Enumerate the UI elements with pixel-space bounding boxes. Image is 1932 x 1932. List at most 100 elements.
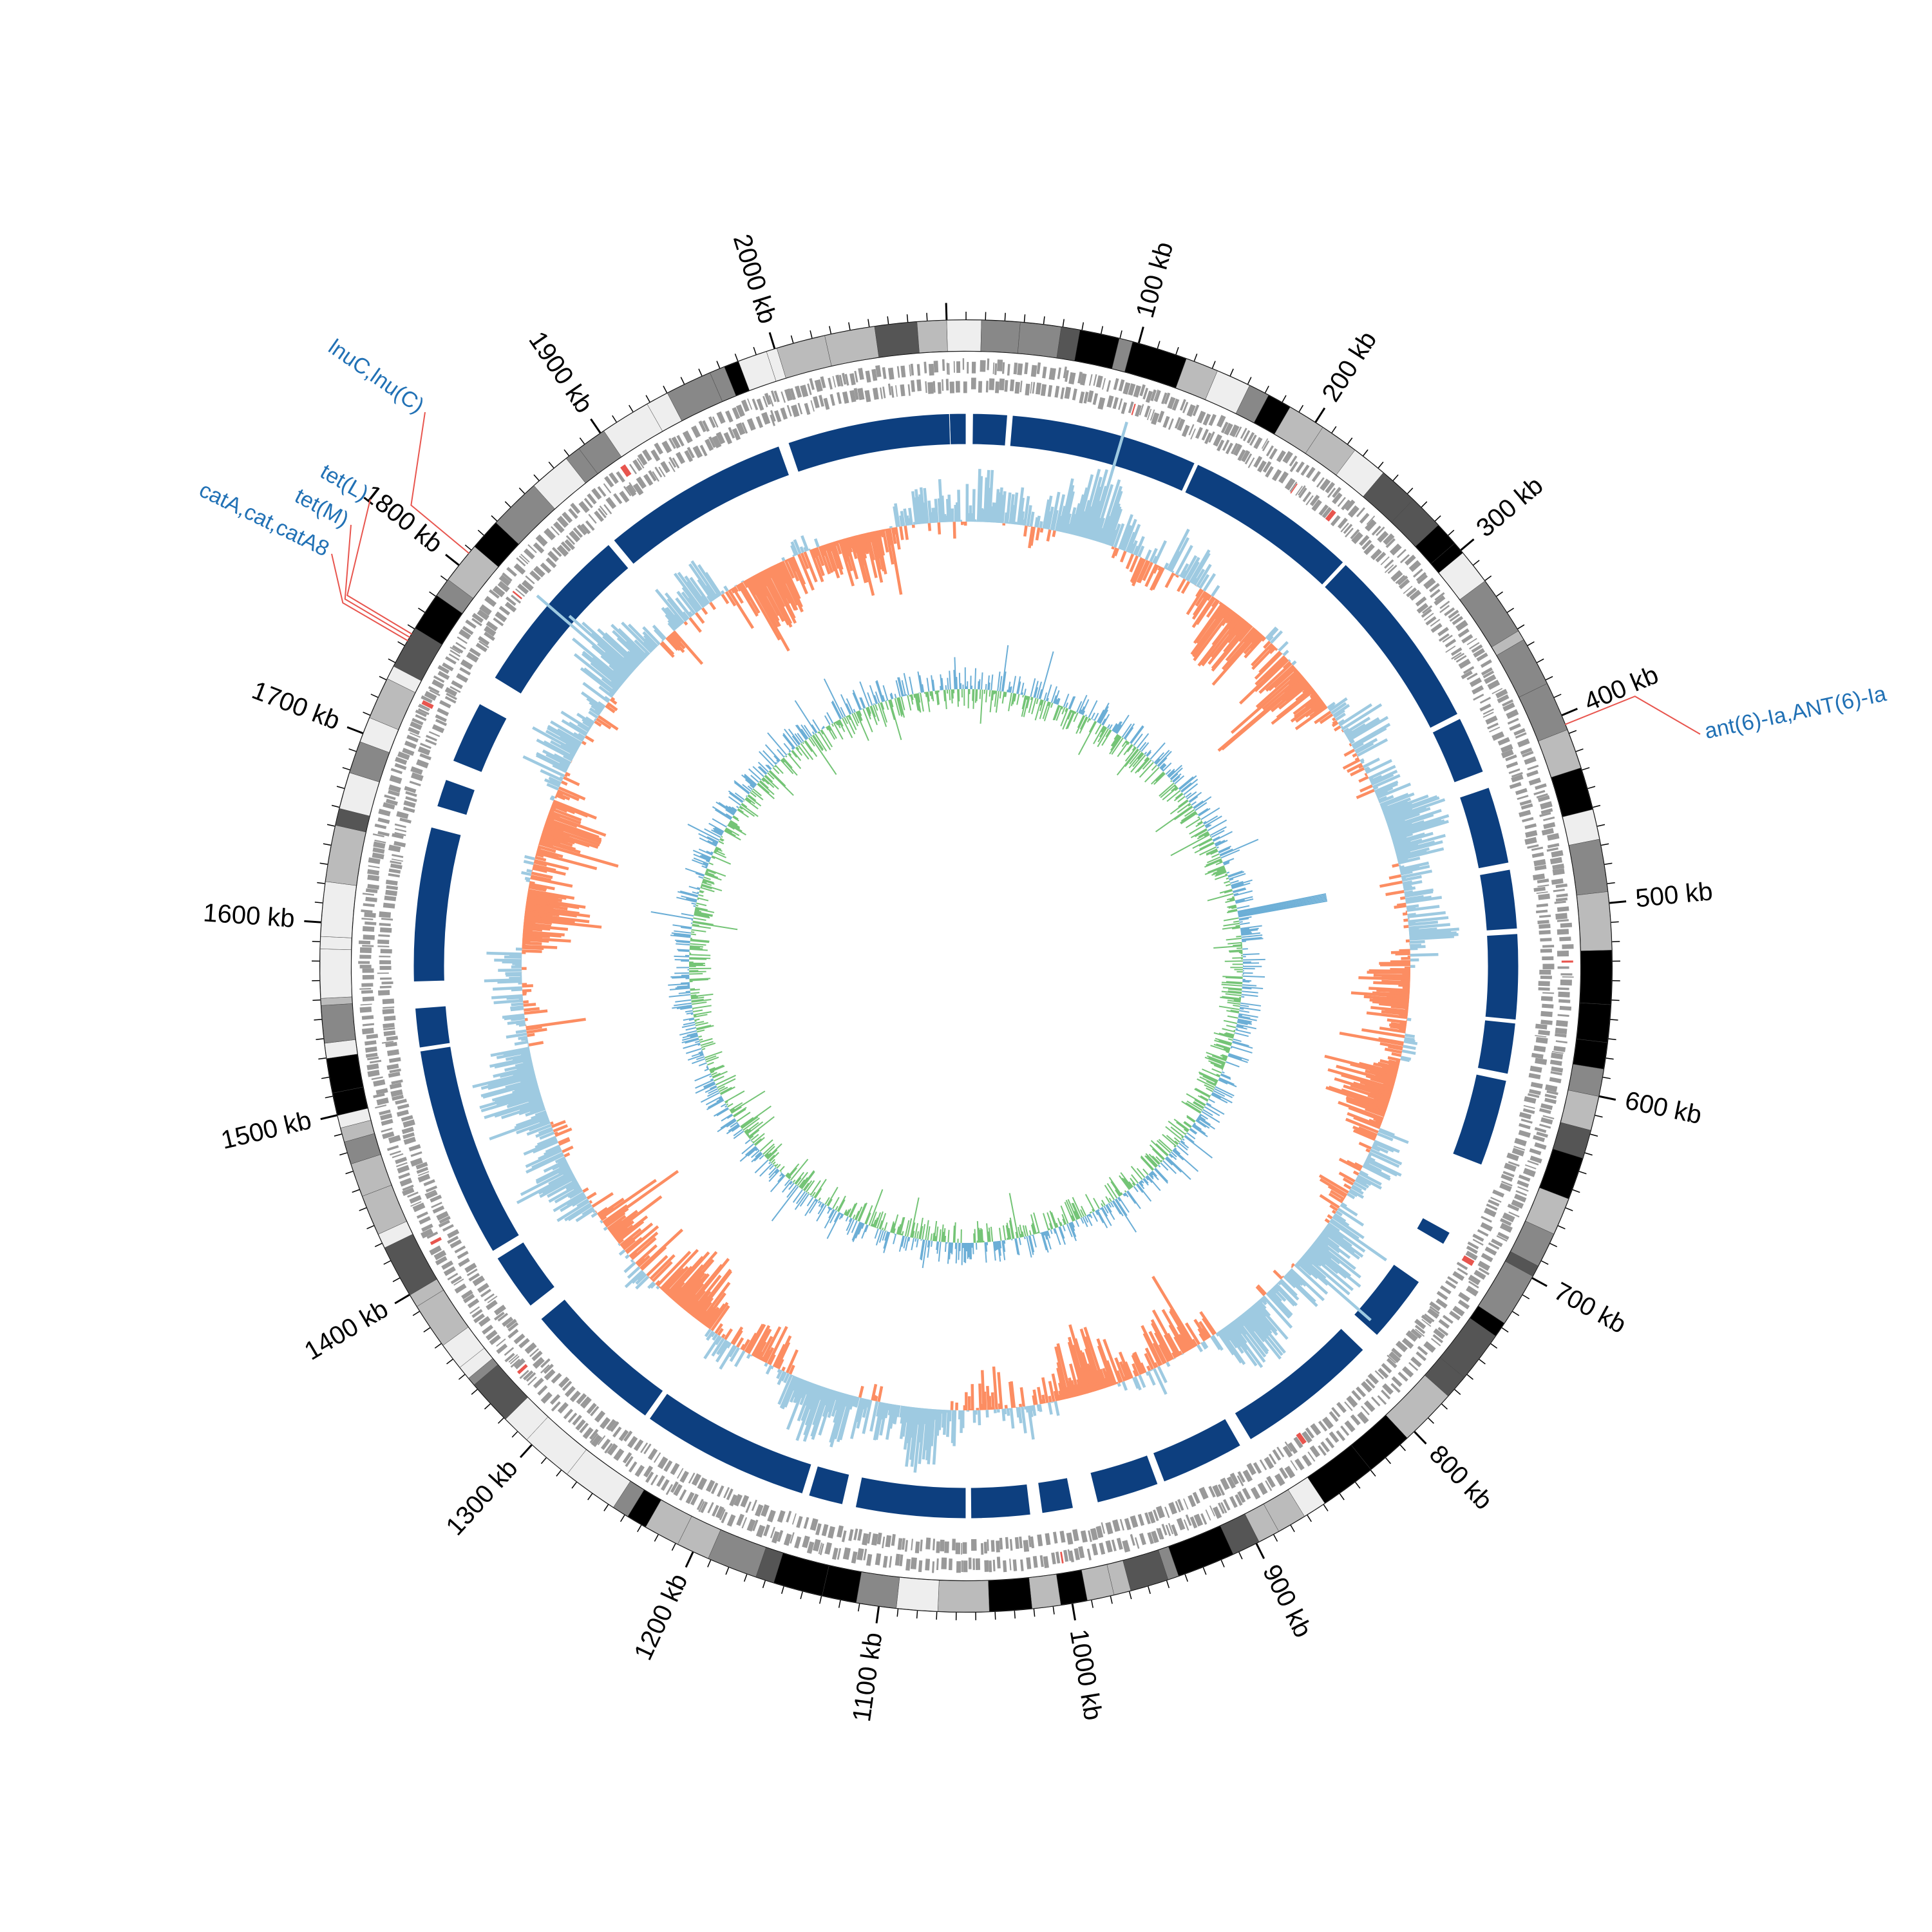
cds-forward-feature <box>1305 466 1316 478</box>
gc-skew-bar <box>859 681 870 707</box>
gc-content-bar <box>1042 499 1050 529</box>
cds-forward-feature <box>358 940 371 945</box>
gc-content-bar <box>1319 1178 1348 1197</box>
gc-skew-bar <box>979 1229 981 1243</box>
gc-content-bar <box>1294 705 1328 730</box>
cds-forward-feature <box>1381 1389 1391 1400</box>
minor-tick <box>1101 326 1104 334</box>
cds-forward-feature <box>583 497 594 509</box>
gc-skew-bar <box>1161 768 1164 772</box>
cds-forward-feature <box>1193 1513 1204 1527</box>
gc-skew-bar <box>1199 841 1215 850</box>
gc-skew-bar <box>788 1176 791 1180</box>
gc-content-bar <box>1390 814 1450 835</box>
gc-skew-bar <box>976 1221 980 1243</box>
gc-skew-bar <box>744 1122 759 1133</box>
gc-content-bar <box>753 574 768 597</box>
cds-forward-feature <box>1261 438 1269 450</box>
gc-content-bar <box>542 1175 576 1195</box>
gc-content-bar <box>683 1264 723 1311</box>
gc-content-bar <box>586 730 589 734</box>
cds-forward-feature <box>445 656 457 665</box>
gc-content-bar <box>777 1374 793 1405</box>
gc-content-bar <box>493 1065 534 1078</box>
minor-tick <box>323 843 331 846</box>
gc-content-bar <box>600 1179 657 1220</box>
gc-skew-bar <box>935 1226 939 1242</box>
gc-skew-bar <box>1164 1157 1173 1166</box>
minor-tick <box>388 658 395 663</box>
contig-block <box>1479 869 1518 931</box>
gc-content-bar <box>1383 1082 1394 1088</box>
gc-content-bar <box>1045 511 1052 529</box>
gc-skew-bar <box>1190 828 1208 838</box>
gc-content-bar <box>1186 561 1200 582</box>
gc-content-bar <box>1405 895 1424 901</box>
gc-skew-bar <box>932 1233 935 1242</box>
gc-content-bar <box>1180 569 1188 579</box>
cds-forward-feature <box>910 363 914 376</box>
gc-content-bar <box>1363 1163 1391 1179</box>
gc-content-bar <box>1335 712 1346 721</box>
cds-forward-feature <box>1242 1488 1251 1500</box>
cds-reverse-feature <box>395 1099 407 1105</box>
gc-content-bar <box>1267 635 1274 642</box>
gc-content-bar <box>655 1280 661 1286</box>
cds-forward-feature <box>1086 1548 1092 1560</box>
gc-content-bar <box>1282 661 1291 670</box>
gc-content-bar <box>938 1409 942 1430</box>
cds-reverse-feature <box>1244 453 1253 465</box>
cds-reverse-feature <box>1237 1471 1245 1483</box>
gc-skew-bar <box>1112 1200 1124 1217</box>
cds-reverse-feature <box>1378 1367 1389 1379</box>
cds-forward-feature <box>1508 1211 1520 1218</box>
gc-content-bar <box>691 1295 709 1318</box>
gc-content-bar <box>540 837 576 851</box>
cds-forward-feature <box>397 1164 410 1174</box>
cds-forward-feature <box>1391 1376 1403 1387</box>
cds-forward-feature <box>992 1559 996 1571</box>
gc-skew-bar <box>870 705 876 717</box>
cds-reverse-feature <box>1135 404 1142 417</box>
gc-skew-bar <box>1009 1217 1015 1239</box>
cds-forward-feature <box>858 368 864 380</box>
gc-content-bar <box>1352 1170 1359 1176</box>
gc-skew-bar <box>1233 890 1253 896</box>
cds-forward-feature <box>362 968 374 973</box>
cds-reverse-feature <box>1542 992 1555 994</box>
cds-reverse-feature <box>1479 703 1492 712</box>
cds-forward-feature <box>807 383 812 395</box>
gc-skew-bar <box>817 1203 825 1215</box>
gc-skew-bar <box>739 806 743 810</box>
gc-content-bar <box>1057 506 1066 532</box>
cds-forward-feature <box>1471 644 1483 654</box>
gc-content-bar <box>582 718 593 727</box>
cds-forward-feature <box>928 363 934 376</box>
gc-content-bar <box>1409 933 1459 940</box>
gc-content-bar <box>560 1194 587 1213</box>
gc-content-bar <box>752 574 780 621</box>
cds-forward-feature <box>832 375 837 388</box>
cds-forward-feature <box>1145 390 1153 403</box>
contig-block <box>788 413 951 473</box>
cds-forward-feature <box>1269 448 1278 460</box>
gc-content-bar <box>1403 918 1408 922</box>
cds-reverse-feature <box>1387 1354 1397 1364</box>
gc-skew-bar <box>747 785 753 791</box>
cds-reverse-feature <box>511 594 522 604</box>
gc-skew-bar <box>753 1153 763 1162</box>
gc-content-bar <box>826 543 840 579</box>
gc-skew-bar <box>1227 999 1241 1003</box>
cds-reverse-feature <box>1457 1267 1468 1276</box>
gc-content-bar <box>572 638 626 683</box>
gc-skew-bar <box>806 1197 814 1207</box>
gc-skew-bar <box>1065 1200 1076 1221</box>
gc-content-bar <box>504 1062 533 1072</box>
gc-content-bar <box>913 1408 923 1473</box>
gc-content-bar <box>1367 971 1410 974</box>
cds-forward-feature <box>1536 793 1548 799</box>
cds-reverse-feature <box>692 445 703 459</box>
gc-skew-bar <box>1174 1140 1179 1144</box>
gc-skew-bar <box>676 1005 692 1010</box>
gc-content-bar <box>1403 1039 1418 1045</box>
